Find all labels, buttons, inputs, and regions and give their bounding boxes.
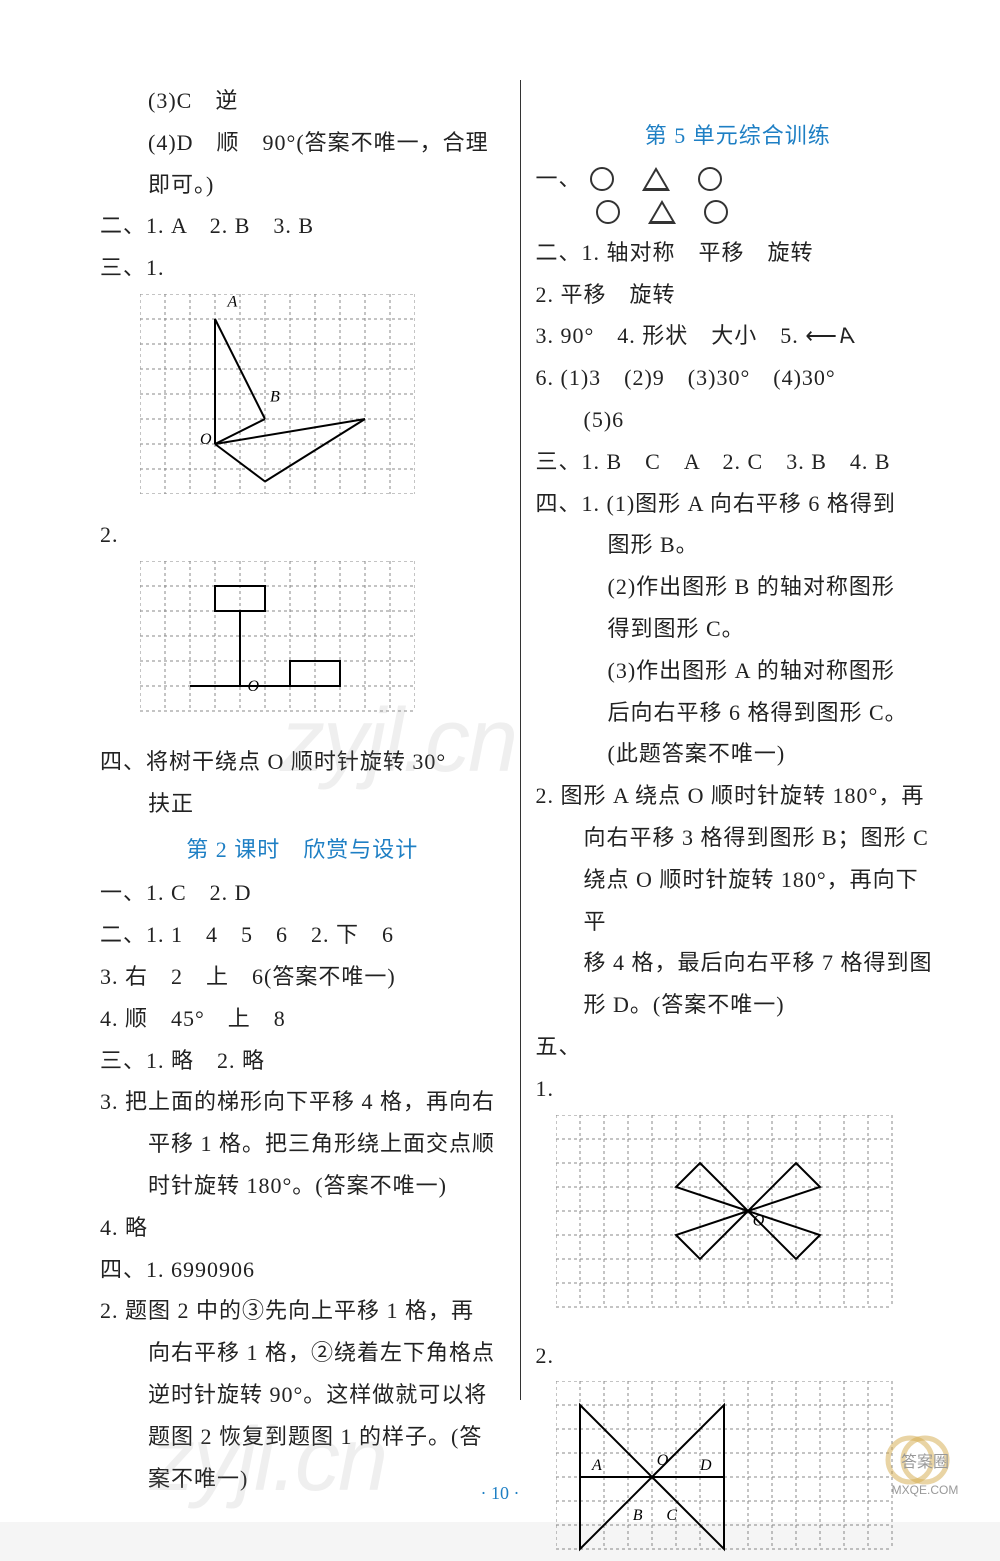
answer-line: 四、1. (1)图形 A 向右平移 6 格得到 — [536, 483, 941, 525]
answer-line: 绕点 O 顺时针旋转 180°，再向下平 — [536, 859, 941, 943]
answer-line: 4. 略 — [100, 1207, 505, 1249]
grid-diagram-1: A B O — [140, 294, 505, 499]
answer-line: 3. 右 2 上 6(答案不唯一) — [100, 956, 505, 998]
svg-text:MXQE.COM: MXQE.COM — [892, 1483, 959, 1497]
answer-line: 三、1. — [100, 247, 505, 289]
circle-icon — [704, 200, 728, 224]
answer-line: 2. 平移 旋转 — [536, 274, 941, 316]
answer-line: (3)C 逆 — [100, 80, 505, 122]
svg-text:O: O — [656, 1452, 668, 1469]
circle-icon — [698, 167, 722, 191]
left-column: (3)C 逆 (4)D 顺 90°(答案不唯一，合理 即可。) 二、1. A 2… — [100, 80, 520, 1462]
answer-line: (5)6 — [536, 399, 941, 441]
triangle-icon — [648, 200, 676, 224]
answer-line: 逆时针旋转 90°。这样做就可以将 — [100, 1374, 505, 1416]
answer-line: 2. 图形 A 绕点 O 顺时针旋转 180°，再 — [536, 775, 941, 817]
answer-line: 向右平移 1 格，②绕着左下角格点 — [100, 1332, 505, 1374]
answer-line: 时针旋转 180°。(答案不唯一) — [100, 1165, 505, 1207]
answer-line: 三、1. B C A 2. C 3. B 4. B — [536, 441, 941, 483]
answer-line: 平移 1 格。把三角形绕上面交点顺 — [100, 1123, 505, 1165]
answer-line: 四、1. 6990906 — [100, 1249, 505, 1291]
answer-line: (2)作出图形 B 的轴对称图形 — [536, 566, 941, 608]
right-column: 第 5 单元综合训练 一、 二、1. 轴对称 平移 旋转 2. 平移 旋转 3.… — [521, 80, 941, 1462]
answer-line: 4. 顺 45° 上 8 — [100, 998, 505, 1040]
answer-line: 得到图形 C。 — [536, 608, 941, 650]
unit-title: 第 5 单元综合训练 — [536, 118, 941, 150]
svg-text:D: D — [699, 1457, 712, 1474]
circle-icon — [590, 167, 614, 191]
answer-line: (3)作出图形 A 的轴对称图形 — [536, 650, 941, 692]
svg-text:A: A — [591, 1457, 602, 1474]
svg-text:O: O — [248, 678, 260, 695]
shape-section: 一、 — [536, 158, 941, 200]
answer-line: 向右平移 3 格得到图形 B；图形 C — [536, 817, 941, 859]
answer-line: 扶正 — [100, 783, 505, 825]
item-label: 1. — [536, 1068, 941, 1110]
answer-line: 后向右平移 6 格得到图形 C。 — [536, 692, 941, 734]
answer-line: 图形 B。 — [536, 524, 941, 566]
svg-text:B: B — [270, 388, 280, 405]
svg-text:A: A — [227, 294, 238, 311]
answer-line: 3. 90° 4. 形状 大小 5. ⟵A — [536, 315, 941, 357]
answer-line: 二、1. 轴对称 平移 旋转 — [536, 232, 941, 274]
brand-logo: 答案圈 MXQE.COM — [875, 1432, 975, 1502]
answer-line: 即可。) — [100, 164, 505, 206]
answer-line: 2. 题图 2 中的③先向上平移 1 格，再 — [100, 1290, 505, 1332]
svg-text:答案圈: 答案圈 — [901, 1453, 949, 1471]
shape-row — [536, 200, 941, 224]
answer-line: 四、将树干绕点 O 顺时针旋转 30° — [100, 741, 505, 783]
answer-line: 三、1. 略 2. 略 — [100, 1040, 505, 1082]
circle-icon — [596, 200, 620, 224]
lesson-title: 第 2 课时 欣赏与设计 — [100, 832, 505, 864]
answer-line: 二、1. A 2. B 3. B — [100, 205, 505, 247]
page-number: · 10 · — [481, 1483, 520, 1504]
answer-line: 3. 把上面的梯形向下平移 4 格，再向右 — [100, 1081, 505, 1123]
answer-line: 案不唯一) — [100, 1458, 505, 1500]
grid-diagram-2: O — [140, 561, 505, 726]
answer-line: (4)D 顺 90°(答案不唯一，合理 — [100, 122, 505, 164]
item-label: 2. — [536, 1335, 941, 1377]
answer-line: 6. (1)3 (2)9 (3)30° (4)30° — [536, 357, 941, 399]
answer-label: 2. — [100, 514, 505, 556]
svg-text:O: O — [200, 431, 212, 448]
answer-line: 形 D。(答案不唯一) — [536, 984, 941, 1026]
answer-line: (此题答案不唯一) — [536, 733, 941, 775]
answer-line: 一、1. C 2. D — [100, 872, 505, 914]
answer-line: 二、1. 1 4 5 6 2. 下 6 — [100, 914, 505, 956]
answer-line: 移 4 格，最后向右平移 7 格得到图 — [536, 942, 941, 984]
section-5-label: 五、 — [536, 1026, 941, 1068]
answer-line: 题图 2 恢复到题图 1 的样子。(答 — [100, 1416, 505, 1458]
svg-text:O: O — [752, 1212, 764, 1229]
triangle-icon — [642, 167, 670, 191]
grid-diagram-5-1: O — [556, 1115, 941, 1320]
